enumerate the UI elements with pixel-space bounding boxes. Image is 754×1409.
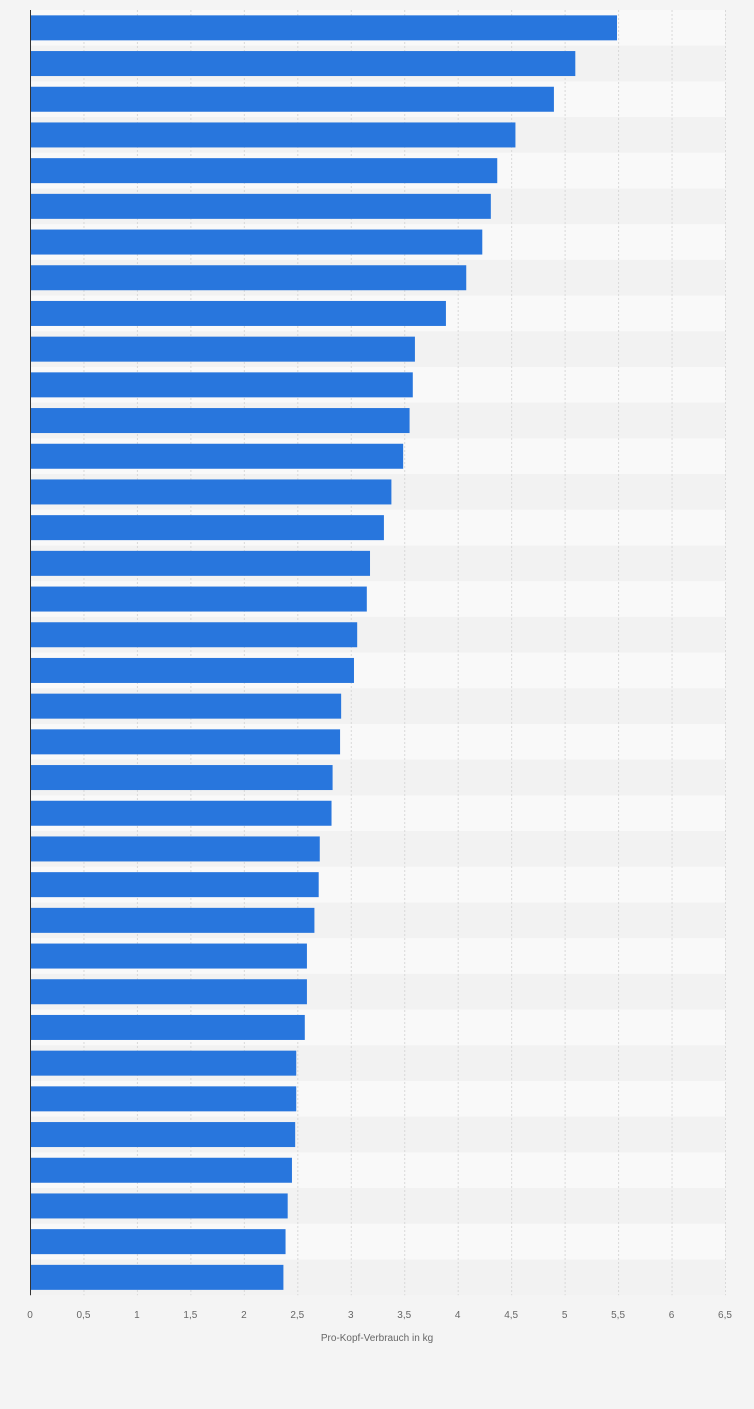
bar [30,229,483,255]
x-tick-label: 6,5 [718,1310,732,1321]
bar [30,193,491,219]
bar [30,1050,297,1076]
x-tick-label: 3 [348,1310,354,1321]
bar [30,550,371,576]
bar [30,729,341,755]
x-tick-label: 2 [241,1310,247,1321]
bar [30,336,415,362]
bar [30,372,413,398]
x-axis-title: Pro-Kopf-Verbrauch in kg [321,1333,433,1344]
bar [30,122,516,148]
x-tick-label: 1 [134,1310,140,1321]
bar [30,265,467,291]
x-tick-label: 4 [455,1310,461,1321]
bar [30,586,367,612]
bar [30,1264,284,1290]
bar [30,515,384,541]
x-tick-label: 0,5 [77,1310,91,1321]
x-tick-label: 5,5 [611,1310,625,1321]
bar [30,836,320,862]
bar [30,943,307,969]
x-tick-label: 3,5 [397,1310,411,1321]
x-tick-labels: 0 0,5 1 1,5 2 2,5 3 3,5 4 4,5 5 5,5 6 6,5 [27,1310,732,1321]
bar [30,622,358,648]
x-tick-label: 2,5 [290,1310,304,1321]
bar [30,657,354,683]
bar [30,1014,305,1040]
bar [30,86,554,112]
x-tick-label: 1,5 [183,1310,197,1321]
bar [30,1086,297,1112]
bar [30,765,333,791]
bars [30,15,618,1290]
x-tick-label: 0 [27,1310,33,1321]
bar [30,408,410,434]
x-tick-label: 6 [669,1310,675,1321]
bar [30,800,332,826]
x-tick-label: 4,5 [504,1310,518,1321]
bar [30,443,404,469]
bar [30,979,307,1005]
bar [30,479,392,505]
x-tick-label: 5 [562,1310,568,1321]
bar [30,872,319,898]
bar [30,1157,292,1183]
bar [30,1193,288,1219]
bar [30,1229,286,1255]
bar [30,693,342,719]
bar [30,300,446,326]
bar [30,15,618,41]
bar [30,51,576,77]
bar [30,1122,296,1148]
bar [30,158,498,184]
bar [30,907,315,933]
